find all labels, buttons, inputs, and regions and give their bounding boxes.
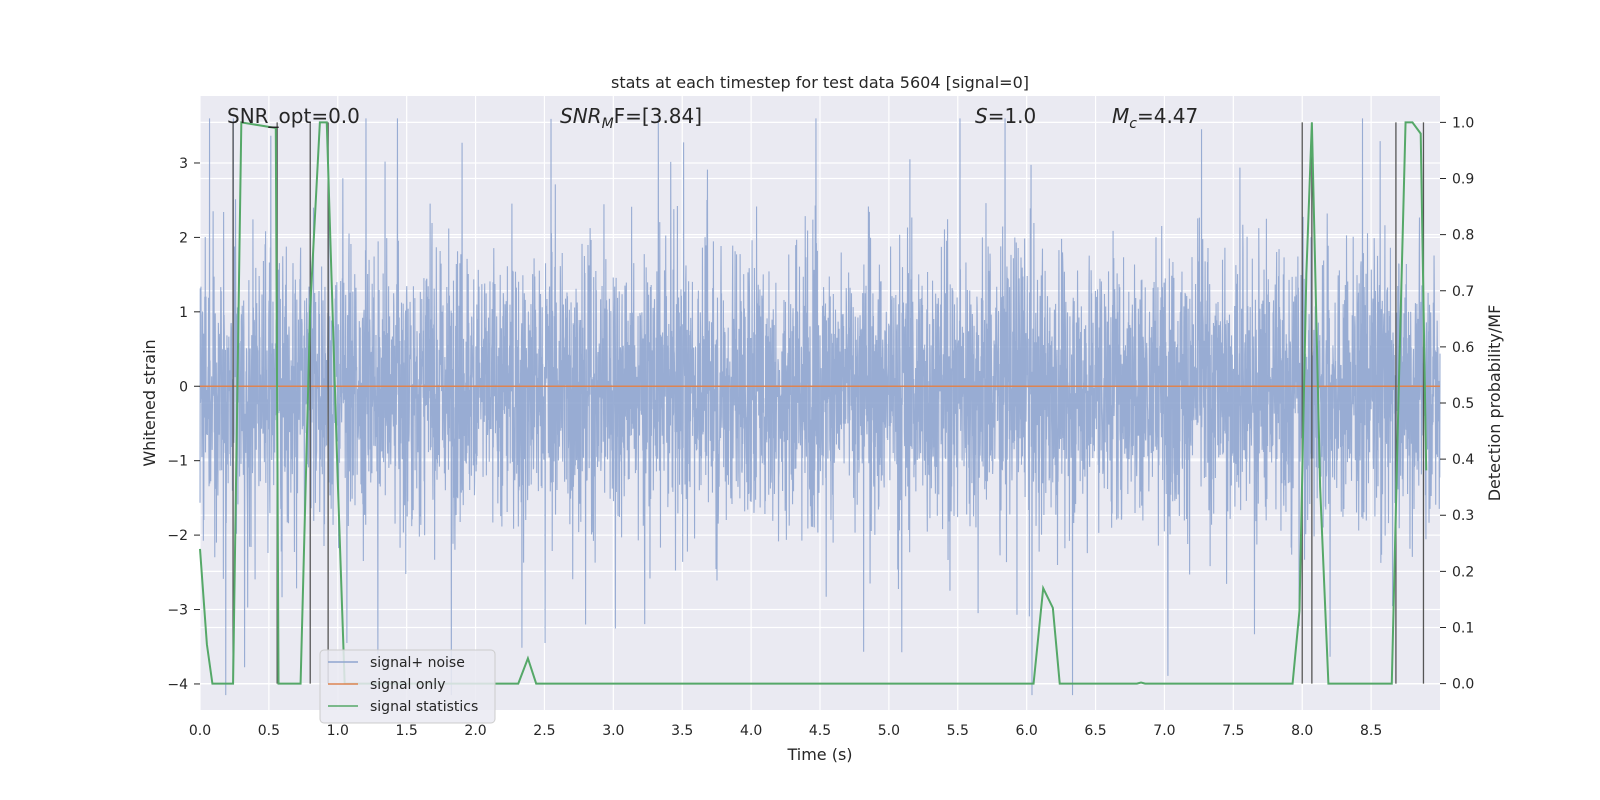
legend-label-signal-only: signal only	[370, 677, 445, 693]
legend-label-statistics: signal statistics	[370, 699, 478, 715]
x-tick-label: 2.0	[464, 723, 486, 739]
y-tick-label: 2	[179, 230, 188, 246]
y-tick-label: 0	[179, 379, 188, 395]
x-tick-label: 4.5	[809, 723, 831, 739]
y2-tick-label: 0.9	[1452, 172, 1474, 188]
y2-tick-label: 1.0	[1452, 115, 1474, 131]
y-tick-label: −1	[167, 454, 188, 470]
x-tick-label: 4.0	[740, 723, 762, 739]
mc-main: M	[1112, 104, 1129, 128]
snr-mf-sub: M	[602, 116, 614, 132]
x-tick-label: 3.0	[602, 723, 624, 739]
event-markers	[232, 122, 1425, 684]
y2-tick-label: 0.5	[1452, 396, 1474, 412]
x-tick-label: 3.5	[671, 723, 693, 739]
snr-mf-rest: F=[3.84]	[614, 104, 702, 128]
legend: signal+ noise signal only signal statist…	[319, 649, 496, 724]
y2-tick-label: 0.8	[1452, 228, 1474, 244]
y2-axis-ticks: 1.0 0.9 0.8 0.7 0.6 0.5 0.4 0.3 0.2 0.1 0.0	[1440, 115, 1474, 693]
y-tick-label: −4	[167, 677, 188, 693]
y2-tick-label: 0.0	[1452, 677, 1474, 693]
y2-tick-label: 0.2	[1452, 564, 1474, 580]
x-tick-label: 7.5	[1222, 723, 1244, 739]
y-axis-ticks: 3 2 1 0 −1 −2 −3 −4	[167, 156, 200, 693]
x-tick-label: 0.5	[258, 723, 280, 739]
chart-title: stats at each timestep for test data 560…	[611, 73, 1029, 92]
x-axis-label: Time (s)	[786, 745, 852, 764]
mc-annotation: Mc=4.47	[1112, 104, 1198, 132]
y2-tick-label: 0.1	[1452, 620, 1474, 636]
signal-statistics-series	[199, 121, 1428, 685]
x-tick-label: 5.5	[947, 723, 969, 739]
legend-label-noise: signal+ noise	[370, 655, 465, 671]
y2-tick-label: 0.4	[1452, 452, 1474, 468]
y-axis-label: Whitened strain	[140, 339, 159, 466]
s-main: S	[975, 104, 988, 128]
snr-mf-main: SNR	[560, 104, 602, 128]
noise-line	[199, 118, 1441, 696]
legend-box	[319, 649, 496, 724]
signal-noise-series	[199, 118, 1441, 696]
x-tick-label: 8.0	[1291, 723, 1313, 739]
x-axis-ticks: 0.0 0.5 1.0 1.5 2.0 2.5 3.0 3.5 4.0 4.5 5.0 5.5 6.0 6…	[189, 723, 1382, 739]
y-tick-label: −2	[167, 528, 188, 544]
y2-tick-label: 0.7	[1452, 284, 1474, 300]
snr-mf-annotation: SNRMF=[3.84]	[560, 104, 702, 132]
snr-opt-annotation: SNR_opt=0.0	[227, 104, 360, 128]
mc-sub: c	[1129, 116, 1137, 132]
y-tick-label: −3	[167, 603, 188, 619]
y-tick-label: 1	[179, 305, 188, 321]
statistics-line	[199, 121, 1428, 685]
x-tick-label: 2.5	[533, 723, 555, 739]
y2-axis-label: Detection probability/MF	[1485, 305, 1504, 502]
x-tick-label: 6.0	[1016, 723, 1038, 739]
x-tick-label: 1.5	[396, 723, 418, 739]
y2-tick-label: 0.6	[1452, 340, 1474, 356]
x-tick-label: 1.0	[327, 723, 349, 739]
s-annotation: S=1.0	[975, 104, 1036, 128]
x-tick-label: 0.0	[189, 723, 211, 739]
x-tick-label: 6.5	[1084, 723, 1106, 739]
mc-rest: =4.47	[1137, 104, 1198, 128]
y-tick-label: 3	[179, 156, 188, 172]
s-rest: =1.0	[988, 104, 1037, 128]
x-tick-label: 7.0	[1153, 723, 1175, 739]
y2-tick-label: 0.3	[1452, 508, 1474, 524]
x-tick-label: 5.0	[878, 723, 900, 739]
x-tick-label: 8.5	[1360, 723, 1382, 739]
